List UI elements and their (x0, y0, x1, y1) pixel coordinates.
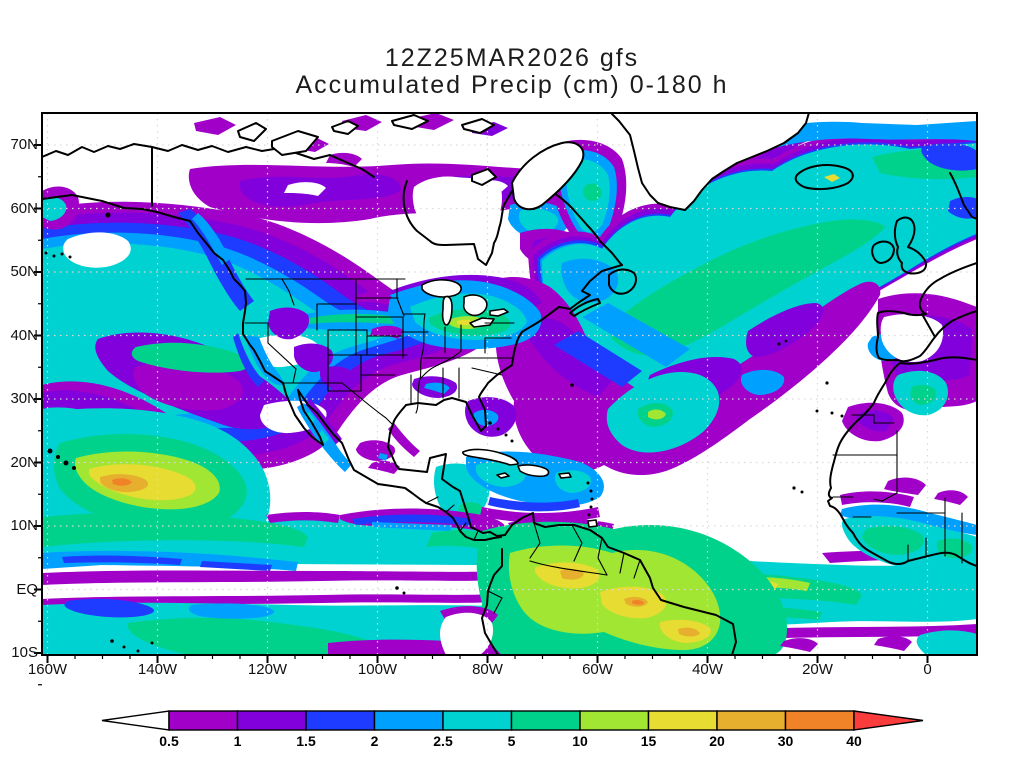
lon-label-20W: 20W (802, 661, 833, 678)
lat-label-20N: 20N (10, 453, 38, 471)
colorbar-label-15: 15 (640, 733, 657, 749)
colorbar-segment-5 (510, 710, 581, 731)
lat-label-10N: 10N (10, 517, 38, 534)
lon-label-0: 0 (923, 661, 932, 678)
colorbar-segment-4 (442, 710, 513, 731)
lon-label-100W: 100W (357, 661, 398, 678)
great-lakes (421, 279, 598, 528)
colorbar-label-2.5: 2.5 (433, 733, 453, 749)
colorbar-segment-6 (579, 710, 650, 731)
colorbar-segment-7 (647, 710, 718, 731)
island-dots (44, 212, 844, 653)
lat-label-50N: 50N (10, 263, 38, 280)
colorbar-segment-3 (373, 710, 444, 731)
lat-label-60N: 60N (10, 199, 38, 217)
plot-title: 12Z25MAR2026 gfs (384, 44, 640, 72)
colorbar-segment-2 (305, 710, 376, 731)
lon-label-140W: 140W (137, 661, 178, 678)
colorbar-label-2: 2 (370, 733, 379, 749)
lon-label-80W: 80W (472, 661, 503, 678)
lon-label-60W: 60W (582, 661, 613, 678)
colorbar-right-arrow (853, 710, 924, 731)
colorbar-segment-0 (168, 710, 239, 731)
lat-label-40N: 40N (10, 326, 38, 344)
lon-label-160W: 160W (27, 661, 68, 678)
coastlines (42, 113, 977, 655)
colorbar-segment-1 (236, 710, 307, 731)
colorbar-label-20: 20 (709, 733, 725, 749)
political-borders (244, 278, 963, 614)
plot-subtitle: Accumulated Precip (cm) 0-180 h (295, 71, 729, 99)
colorbar-segment-8 (716, 710, 787, 731)
colorbar-segment-9 (784, 710, 855, 731)
lat-label-10S: 10S (11, 644, 38, 661)
colorbar-label-5: 5 (507, 733, 516, 749)
colorbar-label-0.5: 0.5 (159, 733, 179, 749)
lat-label-30N: 30N (10, 390, 38, 407)
lon-label-40W: 40W (692, 661, 723, 678)
colorbar-label-10: 10 (572, 733, 588, 749)
lat-label-70N: 70N (10, 136, 38, 153)
colorbar-label-30: 30 (777, 733, 794, 749)
lat-label-EQ: EQ (16, 580, 38, 598)
precip-shading (42, 113, 977, 655)
axis-ticks (34, 144, 929, 686)
colorbar-label-1.5: 1.5 (296, 733, 316, 749)
colorbar-left-arrow (101, 710, 170, 731)
colorbar-label-1: 1 (233, 733, 242, 749)
colorbar (101, 710, 924, 731)
colorbar-label-40: 40 (846, 733, 862, 749)
lon-label-120W: 120W (247, 661, 288, 678)
map-frame (41, 112, 978, 656)
